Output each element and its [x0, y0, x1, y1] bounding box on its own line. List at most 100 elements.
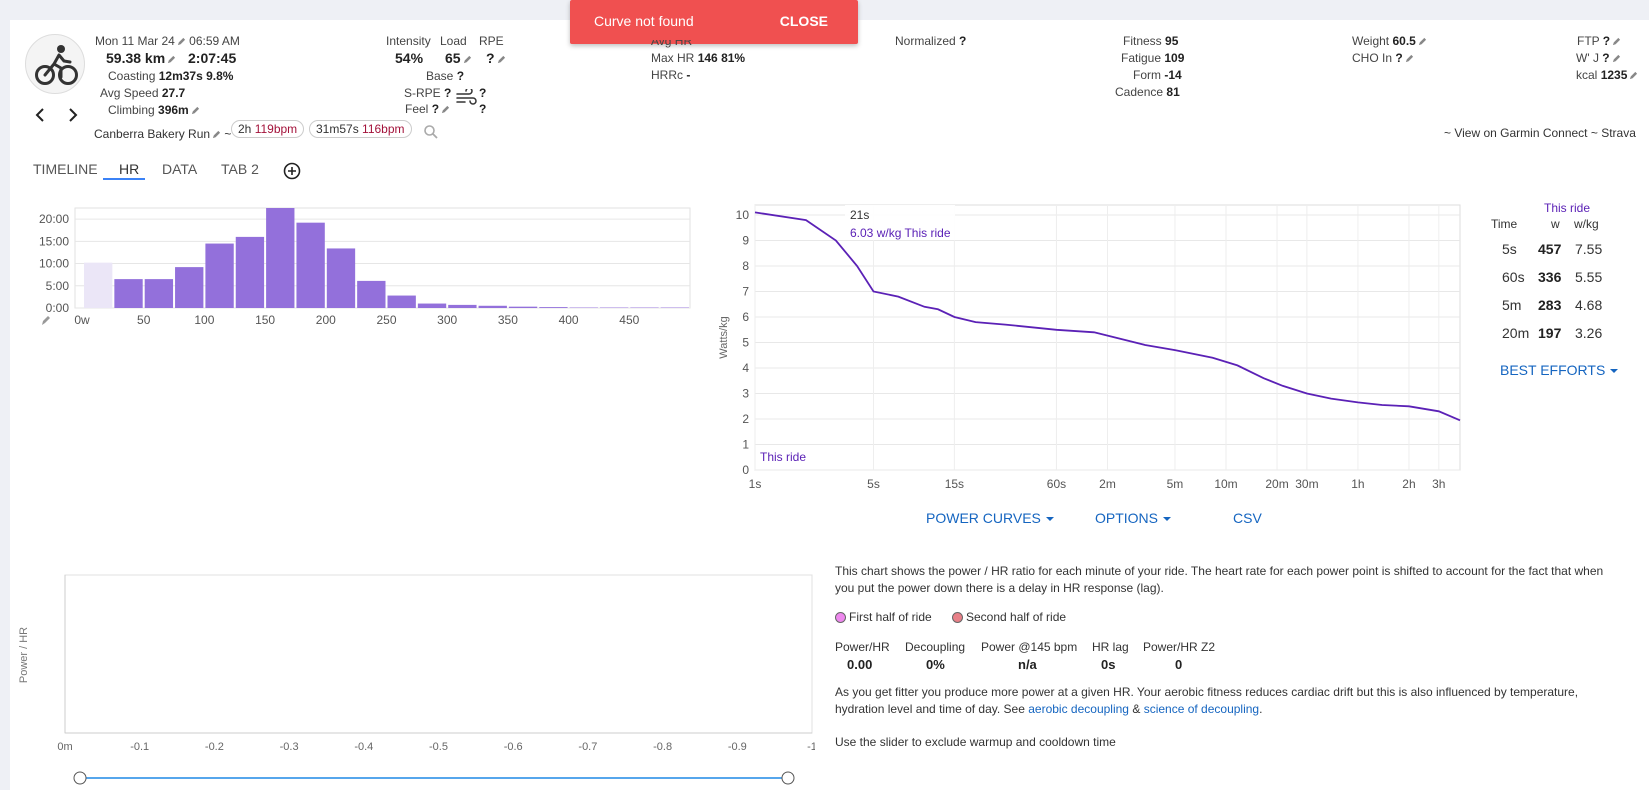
- series-line-this-ride[interactable]: [754, 211, 1461, 422]
- activity-type-avatar[interactable]: [25, 34, 85, 94]
- y-tick-label: 7: [742, 285, 749, 299]
- x-tick-label: 2h: [1402, 477, 1415, 491]
- external-links[interactable]: ~ View on Garmin Connect ~ Strava: [1444, 126, 1636, 140]
- power-curves-button[interactable]: POWER CURVES: [926, 510, 1055, 526]
- wj-row[interactable]: W' J ?: [1576, 51, 1621, 65]
- add-tab-icon[interactable]: [283, 162, 301, 180]
- histogram-bar[interactable]: [508, 306, 538, 308]
- histogram-bar[interactable]: [175, 267, 204, 308]
- kcal-row[interactable]: kcal 1235: [1576, 68, 1638, 82]
- options-button[interactable]: OPTIONS: [1095, 510, 1172, 526]
- rpe-number: ?: [486, 50, 495, 66]
- edit-pencil-icon[interactable]: [1612, 54, 1621, 63]
- avg-speed-value: 27.7: [161, 86, 186, 100]
- date-time[interactable]: Mon 11 Mar 24 06:59 AM: [95, 34, 240, 48]
- x-tick-label: 450: [619, 313, 639, 327]
- y-tick-label: 5: [742, 336, 749, 350]
- tooltip-time: 21s: [850, 208, 869, 222]
- ftp-row[interactable]: FTP ?: [1577, 34, 1621, 48]
- tab-data[interactable]: DATA: [162, 161, 198, 177]
- x-tick-label: 300: [437, 313, 457, 327]
- edit-pencil-icon[interactable]: [1612, 37, 1621, 46]
- histogram-bar[interactable]: [539, 307, 568, 308]
- slider-end-handle[interactable]: [781, 771, 795, 785]
- histogram-bar[interactable]: [235, 236, 265, 308]
- histogram-bar[interactable]: [266, 208, 295, 308]
- load-value[interactable]: 65: [445, 50, 472, 66]
- interval-hr-chip[interactable]: 31m57s 116bpm: [309, 120, 412, 138]
- wind-value-2: ?: [479, 102, 487, 116]
- histogram-bar[interactable]: [144, 279, 174, 308]
- histogram-bar[interactable]: [84, 262, 113, 308]
- histogram-bar[interactable]: [326, 248, 356, 308]
- legend-first-label: First half of ride: [849, 610, 932, 624]
- weight-row[interactable]: Weight 60.5: [1352, 34, 1427, 48]
- aerobic-decoupling-link[interactable]: aerobic decoupling: [1028, 702, 1129, 716]
- slider-hint: Use the slider to exclude warmup and coo…: [835, 735, 1116, 749]
- cho-label: CHO In: [1352, 51, 1393, 65]
- tab-tab2[interactable]: TAB 2: [221, 161, 259, 177]
- edit-pencil-icon[interactable]: [441, 105, 450, 114]
- distance[interactable]: 59.38 km: [106, 50, 176, 66]
- histogram-bar[interactable]: [114, 279, 143, 308]
- legend-second-half[interactable]: Second half of ride: [952, 610, 1066, 624]
- chevron-down-icon: [1045, 517, 1054, 521]
- legend-first-half[interactable]: First half of ride: [835, 610, 932, 624]
- duration-hr-chip[interactable]: 2h 119bpm: [231, 120, 305, 138]
- feel-row[interactable]: Feel ?: [405, 102, 450, 116]
- tab-hr[interactable]: HR: [119, 161, 140, 177]
- x-tick-label: 200: [316, 313, 336, 327]
- best-efforts-button[interactable]: BEST EFFORTS: [1500, 362, 1619, 378]
- wind-icon: [456, 89, 477, 105]
- edit-pencil-icon[interactable]: [1405, 54, 1414, 63]
- y-tick-label: 9: [742, 234, 749, 248]
- edit-pencil-icon[interactable]: [167, 55, 176, 64]
- edit-pencil-icon[interactable]: [1418, 37, 1427, 46]
- activity-name[interactable]: Canberra Bakery Run ~: [94, 127, 231, 141]
- normalized-row: Normalized ?: [895, 34, 966, 48]
- histogram-bar[interactable]: [417, 303, 447, 308]
- fitness-explainer-text: As you get fitter you produce more power…: [835, 685, 1579, 716]
- edit-pencil-icon[interactable]: [497, 55, 506, 64]
- fitness-value: 95: [1165, 34, 1179, 48]
- histogram-bar[interactable]: [478, 305, 507, 308]
- edit-pencil-icon[interactable]: [463, 55, 472, 64]
- histogram-bar[interactable]: [296, 222, 325, 308]
- legend-second-label: Second half of ride: [966, 610, 1067, 624]
- next-activity-arrow-icon[interactable]: [63, 105, 83, 125]
- edit-pencil-icon[interactable]: [177, 37, 186, 46]
- histogram-bar[interactable]: [205, 243, 234, 308]
- tab-timeline[interactable]: TIMELINE: [33, 161, 98, 177]
- csv-button[interactable]: CSV: [1233, 510, 1262, 526]
- load-number: 65: [445, 50, 461, 66]
- activity-time: 06:59 AM: [189, 34, 240, 48]
- histogram-bar[interactable]: [448, 304, 477, 308]
- x-tick-label: -0.5: [429, 741, 448, 753]
- kcal-label: kcal: [1576, 68, 1598, 82]
- search-icon[interactable]: [423, 124, 439, 140]
- avg-hr-label: Avg HR: [651, 34, 693, 48]
- srpe-label: S-RPE: [404, 86, 441, 100]
- histogram-bar[interactable]: [387, 295, 416, 308]
- slider-start-handle[interactable]: [73, 771, 87, 785]
- max-hr-value: 146: [697, 51, 718, 65]
- y-tick-label: 3: [742, 387, 749, 401]
- cho-row[interactable]: CHO In ?: [1352, 51, 1414, 65]
- weight-label: Weight: [1352, 34, 1390, 48]
- toast-close-button[interactable]: CLOSE: [779, 13, 828, 29]
- best-effort-wkg: 7.55: [1575, 241, 1603, 257]
- histogram-bar[interactable]: [357, 280, 386, 308]
- science-of-decoupling-link[interactable]: science of decoupling: [1143, 702, 1260, 716]
- x-tick-label: 1s: [749, 477, 762, 491]
- x-tick-label: 100: [194, 313, 214, 327]
- rpe-value[interactable]: ?: [486, 50, 506, 66]
- climbing-row: Climbing 396m: [108, 103, 200, 117]
- edit-pencil-icon[interactable]: [191, 106, 200, 115]
- edit-pencil-icon[interactable]: [42, 316, 50, 325]
- y-axis-label: Watts/kg: [718, 316, 730, 358]
- power-curves-label: POWER CURVES: [926, 510, 1041, 526]
- col-w-header: w: [1551, 217, 1560, 231]
- edit-pencil-icon[interactable]: [1629, 71, 1638, 80]
- prev-activity-arrow-icon[interactable]: [30, 105, 50, 125]
- edit-pencil-icon[interactable]: [212, 130, 221, 139]
